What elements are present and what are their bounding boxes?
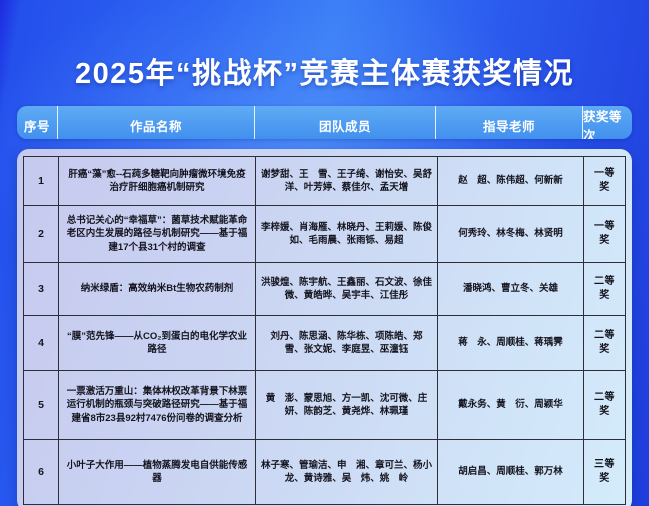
team-members-cell: 谢梦甜、王 雪、王子绮、谢怡安、吴舒洋、叶芳婷、蔡佳尔、孟天增 — [255, 156, 438, 206]
advisors-cell: 蒋 永、周顺桂、蒋瑀霁 — [437, 315, 584, 371]
row-number-cell: 3 — [23, 262, 59, 316]
row-number-cell: 4 — [23, 315, 59, 371]
work-title-cell: “膜”范先锋——从CO₂到蛋白的电化学农业路径 — [58, 315, 256, 371]
team-members-cell: 林子寒、管瑜洁、申 湘、章可兰、杨小龙、黄诗雅、吴 炜、姚 岭 — [255, 439, 438, 505]
award-cell: 二等奖 — [583, 370, 626, 440]
team-members-cell: 洪骏煌、陈宇航、王鑫丽、石文波、徐佳微、黄皓晔、吴宇丰、江佳彤 — [255, 262, 438, 316]
work-title-cell: 小叶子大作用——植物蒸腾发电自供能传感器 — [58, 439, 256, 505]
table-panel: 1 肝癌“藻”愈--石莼多糖靶向肿瘤微环境免疫治疗肝细胞癌机制研究 谢梦甜、王 … — [17, 149, 632, 506]
awards-table: 1 肝癌“藻”愈--石莼多糖靶向肿瘤微环境免疫治疗肝细胞癌机制研究 谢梦甜、王 … — [23, 156, 626, 505]
advisors-cell: 胡启昌、周顺桂、郭万林 — [437, 439, 584, 505]
award-cell: 二等奖 — [583, 262, 626, 316]
team-members-cell: 李梓媛、肖海雁、林晓丹、王莉媛、陈俊如、毛雨晨、张雨铄、易超 — [255, 205, 438, 263]
column-header-no: 序号 — [17, 106, 58, 139]
column-header-team: 团队成员 — [255, 106, 436, 139]
work-title-cell: 一票激活万重山：集体林权改革背景下林票运行机制的瓶颈与突破路径研究——基于福建省… — [58, 370, 256, 440]
award-cell: 一等奖 — [583, 205, 626, 263]
row-number-cell: 5 — [23, 370, 59, 440]
work-title-cell: 肝癌“藻”愈--石莼多糖靶向肿瘤微环境免疫治疗肝细胞癌机制研究 — [58, 156, 256, 206]
table-row: 5 一票激活万重山：集体林权改革背景下林票运行机制的瓶颈与突破路径研究——基于福… — [23, 370, 626, 440]
advisors-cell: 戴永务、黄 衍、周颖华 — [437, 370, 584, 440]
work-title-cell: 总书记关心的“幸福草”：菌草技术赋能革命老区内生发展的路径与机制研究——基于福建… — [58, 205, 256, 263]
award-cell: 三等奖 — [583, 439, 626, 505]
team-members-cell: 刘丹、陈思涵、陈华栋、项陈皓、郑 雪、张文妮、李庭昱、巫潼钰 — [255, 315, 438, 371]
table-row: 4 “膜”范先锋——从CO₂到蛋白的电化学农业路径 刘丹、陈思涵、陈华栋、项陈皓… — [23, 315, 626, 371]
work-title-cell: 纳米绿盾：高效纳米Bt生物农药制剂 — [58, 262, 256, 316]
column-header-title: 作品名称 — [58, 106, 255, 139]
page-title: 2025年“挑战杯”竞赛主体赛获奖情况 — [74, 58, 574, 90]
row-number-cell: 6 — [23, 439, 59, 505]
advisors-cell: 潘晓鸿、曹立冬、关雄 — [437, 262, 584, 316]
award-cell: 二等奖 — [583, 315, 626, 371]
award-cell: 一等奖 — [583, 156, 626, 206]
table-row: 2 总书记关心的“幸福草”：菌草技术赋能革命老区内生发展的路径与机制研究——基于… — [23, 205, 626, 263]
column-header-advisor: 指导老师 — [436, 106, 583, 139]
row-number-cell: 1 — [23, 156, 59, 206]
awards-table-area: 序号 作品名称 团队成员 指导老师 获奖等次 1 肝癌“藻”愈--石莼多糖靶向肿… — [17, 106, 632, 506]
team-members-cell: 黄 澎、蒙思旭、方一凯、沈可微、庄 妍、陈韵芝、黄尧烨、林珮瑾 — [255, 370, 438, 440]
column-header-award: 获奖等次 — [583, 110, 623, 139]
table-row: 3 纳米绿盾：高效纳米Bt生物农药制剂 洪骏煌、陈宇航、王鑫丽、石文波、徐佳微、… — [23, 262, 626, 316]
row-number-cell: 2 — [23, 205, 59, 263]
table-header-row: 序号 作品名称 团队成员 指导老师 获奖等次 — [17, 106, 632, 139]
table-row: 6 小叶子大作用——植物蒸腾发电自供能传感器 林子寒、管瑜洁、申 湘、章可兰、杨… — [23, 439, 626, 505]
table-row: 1 肝癌“藻”愈--石莼多糖靶向肿瘤微环境免疫治疗肝细胞癌机制研究 谢梦甜、王 … — [23, 156, 626, 206]
advisors-cell: 何秀玲、林冬梅、林贤明 — [437, 205, 584, 263]
advisors-cell: 赵 超、陈伟超、何新新 — [437, 156, 584, 206]
